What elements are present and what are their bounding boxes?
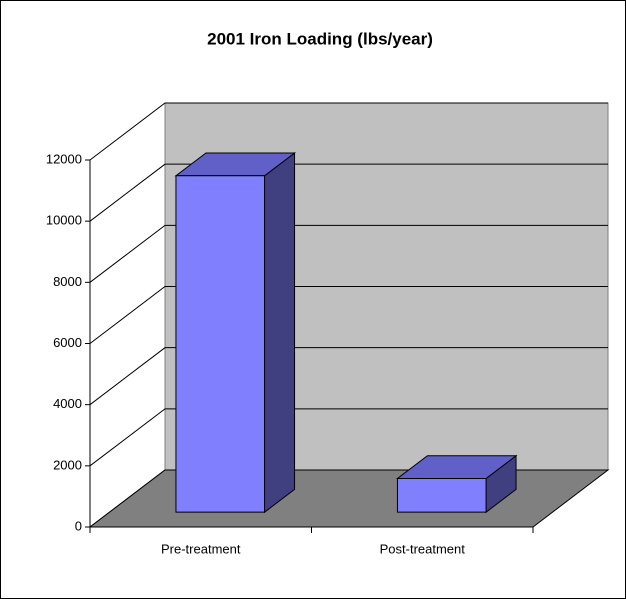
bar-front bbox=[175, 175, 266, 513]
y-tick-label: 12000 bbox=[46, 151, 82, 166]
y-tick-label: 6000 bbox=[53, 335, 82, 350]
floor bbox=[88, 469, 610, 528]
bar-side bbox=[264, 151, 296, 514]
x-tick-label: Pre-treatment bbox=[161, 541, 241, 556]
x-tick-label: Post-treatment bbox=[380, 541, 466, 556]
y-tick-label: 2000 bbox=[53, 457, 82, 472]
grid-line bbox=[89, 163, 608, 222]
y-tick-label: 0 bbox=[75, 518, 82, 533]
y-tick-label: 8000 bbox=[53, 274, 82, 289]
grid-line bbox=[89, 408, 608, 467]
bar-front bbox=[396, 478, 487, 513]
y-tick-label: 10000 bbox=[46, 213, 82, 228]
y-tick-label: 4000 bbox=[53, 396, 82, 411]
grid-line bbox=[89, 102, 608, 161]
grid-line bbox=[89, 347, 608, 406]
grid-line bbox=[89, 224, 608, 283]
chart-title: 2001 Iron Loading (lbs/year) bbox=[207, 29, 433, 48]
grid-line bbox=[89, 286, 608, 344]
